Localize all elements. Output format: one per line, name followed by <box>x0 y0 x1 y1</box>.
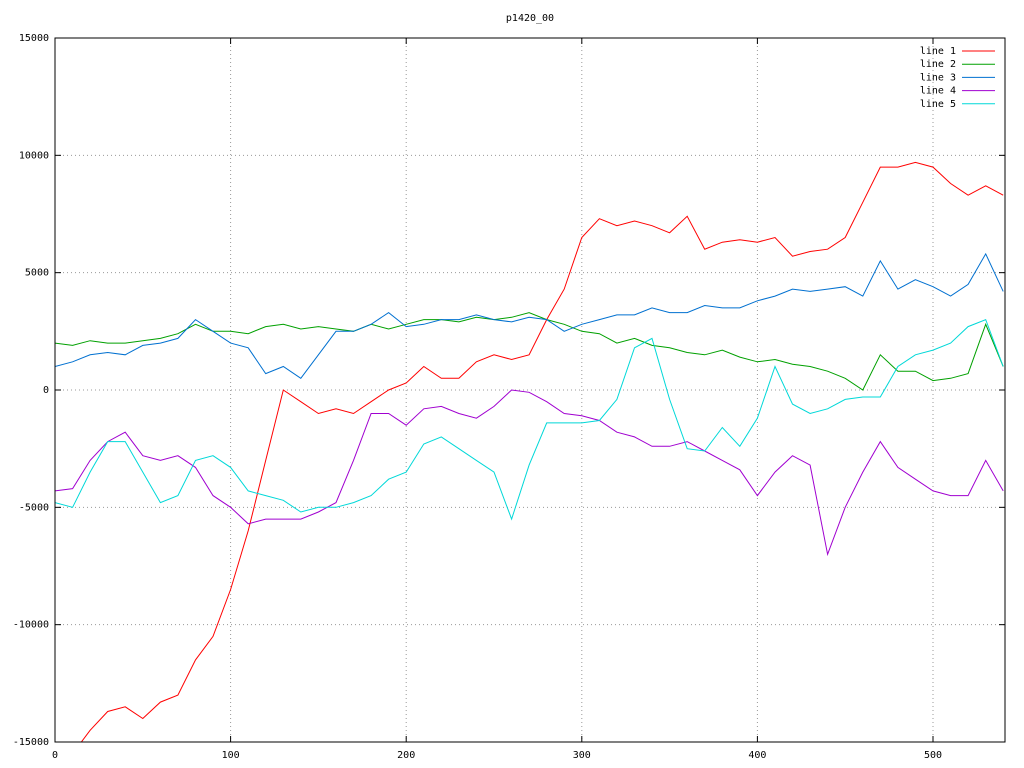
legend-label: line 5 <box>920 99 956 110</box>
plot-frame <box>54 37 1006 743</box>
y-tick-label: -15000 <box>13 737 49 748</box>
y-tick-label: -5000 <box>19 502 49 513</box>
line-series <box>55 318 1004 521</box>
y-tick-label: 15000 <box>19 33 49 44</box>
line-series <box>55 312 1004 391</box>
labels: -15000 -10000 -5000 0 5000 10000 15000 0 100 200 3… <box>13 33 995 761</box>
legend-label: line 3 <box>920 72 956 83</box>
x-tick-label: 200 <box>397 750 415 761</box>
line-series <box>55 252 1004 379</box>
x-tick-label: 100 <box>222 750 240 761</box>
legend-label: line 1 <box>920 46 956 57</box>
plot-lines <box>55 161 1004 742</box>
y-tick-label: 0 <box>43 385 49 396</box>
line-series <box>55 389 1004 557</box>
line-series <box>80 161 1004 742</box>
legend-label: line 4 <box>920 86 956 97</box>
x-tick-label: 0 <box>52 750 58 761</box>
x-tick-label: 300 <box>573 750 591 761</box>
y-tick-label: 10000 <box>19 150 49 161</box>
x-tick-label: 400 <box>748 750 766 761</box>
chart-title: p1420_00 <box>506 13 554 24</box>
y-tick-label: -10000 <box>13 620 49 631</box>
x-tick-label: 500 <box>924 750 942 761</box>
y-tick-label: 5000 <box>25 268 49 279</box>
legend-label: line 2 <box>920 59 956 70</box>
